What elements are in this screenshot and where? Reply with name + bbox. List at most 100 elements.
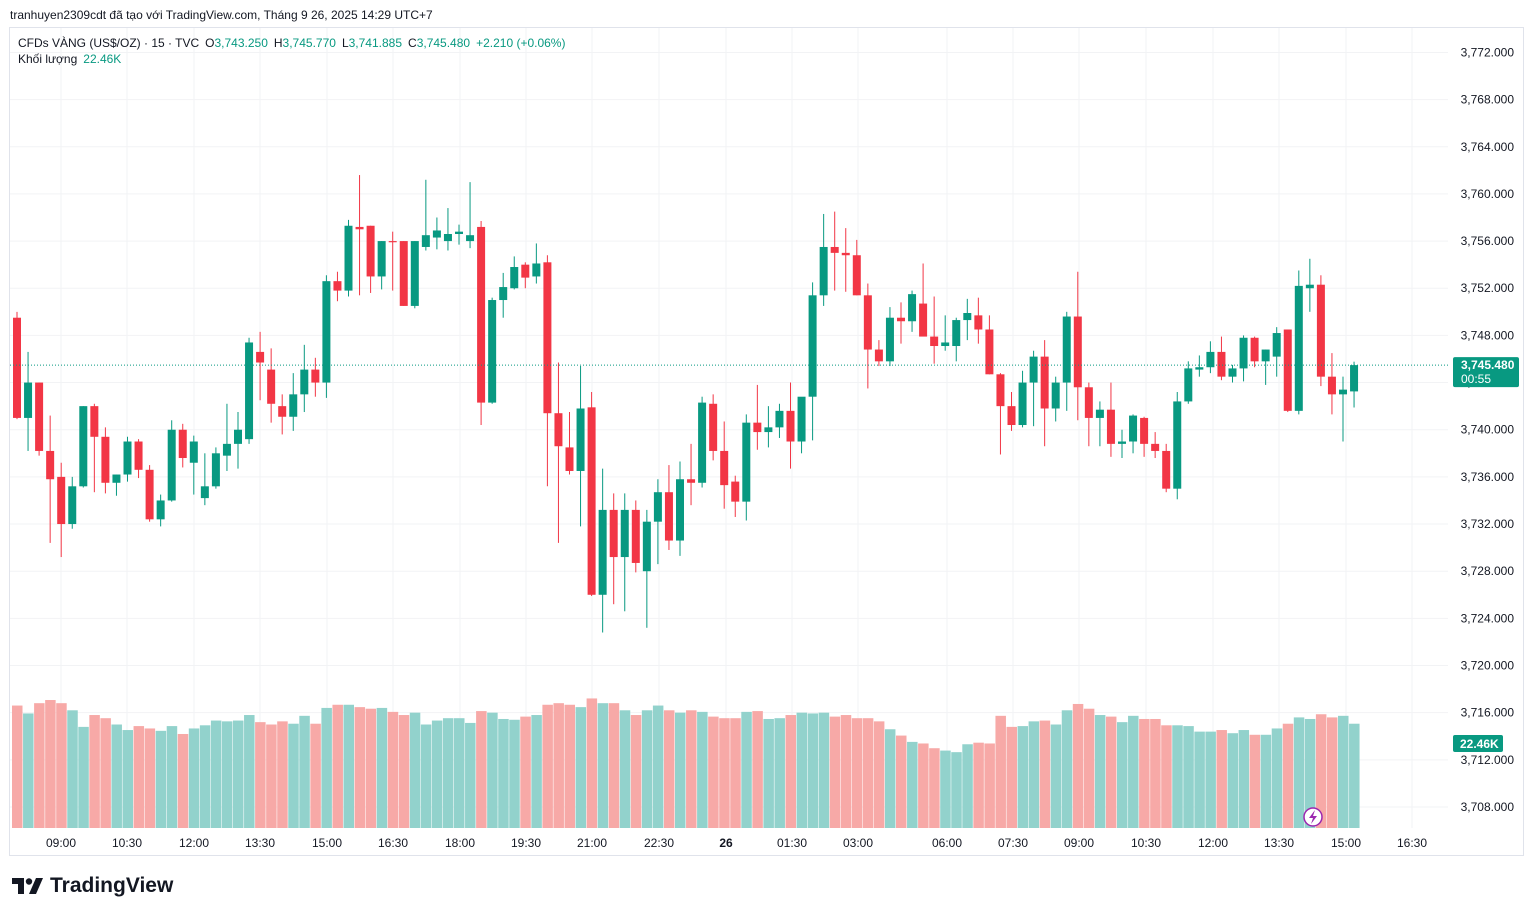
volume-bar <box>708 716 719 828</box>
volume-bar <box>244 715 255 828</box>
candlesticks <box>13 175 1359 633</box>
candle-body <box>653 492 662 522</box>
volume-row: Khối lượng 22.46K <box>18 51 565 67</box>
volume-bar <box>542 704 553 828</box>
volume-bar <box>1194 731 1205 828</box>
chart-frame <box>9 27 1524 856</box>
candle-body <box>46 450 55 480</box>
symbol-label[interactable]: CFDs VÀNG (US$/OZ) · 15 · TVC <box>18 36 200 50</box>
candle-body <box>123 441 132 475</box>
volume-bar <box>896 735 907 828</box>
volume-bar <box>155 730 167 828</box>
candle-body <box>841 252 850 256</box>
candle-body <box>1129 415 1138 442</box>
volume-bar <box>45 700 56 828</box>
volume-bar <box>564 704 575 828</box>
price-tick-label: 3,752.000 <box>1461 281 1515 295</box>
volume-bar <box>442 718 454 828</box>
candle-body <box>698 402 707 483</box>
time-axis[interactable]: 09:00 10:30 12:00 13:30 15:00 16:30 18:00 19:30… <box>46 836 1427 850</box>
candle-body <box>952 320 961 347</box>
volume-bar <box>1094 715 1106 828</box>
price-tick-label: 3,720.000 <box>1461 659 1515 673</box>
volume-bar <box>332 704 343 828</box>
lightning-icon[interactable] <box>1303 807 1323 827</box>
candle-body <box>1195 367 1204 370</box>
candle-body <box>211 453 220 487</box>
candle-body <box>1261 349 1270 362</box>
candle-body <box>1294 285 1303 411</box>
candle-body <box>565 447 574 471</box>
candle-body <box>874 349 883 362</box>
candle-body <box>863 295 872 350</box>
candle-body <box>1140 417 1149 444</box>
candle-body <box>598 509 607 595</box>
volume-bar <box>962 744 973 828</box>
time-tick-label: 13:30 <box>245 836 275 850</box>
volume-bar <box>1238 730 1250 828</box>
close-label: C <box>408 36 417 50</box>
candle-body <box>1239 337 1248 369</box>
volume-bar <box>1061 710 1073 828</box>
volume-bar <box>520 716 531 828</box>
tradingview-logo[interactable]: TradingView <box>12 874 173 898</box>
candle-body <box>1217 351 1226 377</box>
candle-body <box>852 255 861 296</box>
volume-bar <box>1349 723 1360 828</box>
low-label: L <box>341 36 349 50</box>
time-tick-label: 15:00 <box>1331 836 1361 850</box>
candle-body <box>57 476 66 525</box>
candle-countdown: 00:55 <box>1461 372 1491 386</box>
candle-body <box>488 300 497 403</box>
volume-bar <box>918 743 929 828</box>
candle-body <box>278 406 287 417</box>
candle-body <box>753 422 762 433</box>
volume-bar <box>1205 731 1216 828</box>
candle-body <box>687 479 696 483</box>
volume-bar <box>553 703 564 828</box>
candle-body <box>289 394 298 417</box>
volume-bar <box>1282 723 1294 828</box>
tradingview-logo-icon <box>12 878 43 894</box>
candle-body <box>974 315 983 330</box>
volume-bar <box>1304 718 1316 828</box>
candle-body <box>222 443 231 456</box>
volume-bar <box>763 718 774 828</box>
time-tick-label: 21:00 <box>577 836 607 850</box>
candle-body <box>1206 351 1215 368</box>
candle-body <box>775 410 784 428</box>
volume-bar <box>12 705 23 828</box>
candle-body <box>466 235 475 242</box>
price-axis[interactable]: 3,708.000 3,712.000 3,716.000 3,720.000 3,72… <box>1461 45 1515 814</box>
candle-body <box>720 450 729 486</box>
time-tick-label: 19:30 <box>511 836 541 850</box>
candle-body <box>245 342 254 440</box>
volume-badge-value: 22.46K <box>1460 737 1499 751</box>
volume-bar <box>343 704 354 828</box>
candle-body <box>830 246 839 253</box>
volume-bar <box>663 710 675 828</box>
high-value: 3,745.770 <box>282 36 336 50</box>
volume-bar <box>774 718 785 828</box>
price-tick-label: 3,728.000 <box>1461 564 1515 578</box>
volume-bar <box>1083 708 1095 828</box>
candle-body <box>554 413 563 447</box>
candle-body <box>985 329 994 375</box>
volume-bar <box>122 730 133 828</box>
high-label: H <box>273 36 283 50</box>
volume-bar <box>840 715 852 828</box>
volume-bar <box>1128 715 1139 828</box>
volume-bar <box>940 750 951 828</box>
volume-bar <box>984 743 995 828</box>
volume-bar <box>34 703 45 828</box>
candle-body <box>432 230 441 238</box>
time-tick-label: 10:30 <box>1131 836 1161 850</box>
volume-bar <box>277 721 288 828</box>
candle-body <box>101 436 110 483</box>
candle-body <box>1272 333 1281 357</box>
volume-label[interactable]: Khối lượng <box>18 52 78 66</box>
time-tick-label: 15:00 <box>312 836 342 850</box>
price-tick-label: 3,764.000 <box>1461 140 1515 154</box>
candle-body <box>1084 387 1093 418</box>
